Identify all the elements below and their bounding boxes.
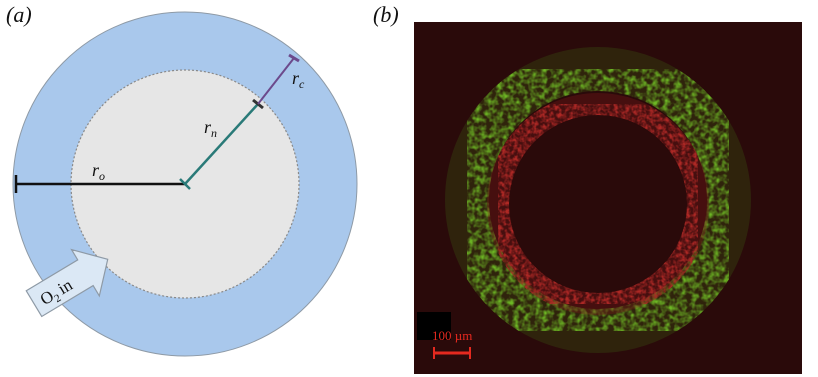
panel-b-label: (b): [373, 2, 399, 27]
oxygen-in-arrow: O2in: [25, 248, 109, 318]
r-n-center-tick: [179, 178, 191, 190]
inner-layer-shade: [487, 93, 709, 315]
outer-layer-shade: [445, 47, 751, 353]
panel-a-label: (a): [6, 2, 32, 27]
r-c-line: [257, 57, 295, 105]
central-lumen: [510, 116, 686, 292]
outer-proliferating-layer: [445, 47, 751, 353]
scale-bar-label: 100 µm: [432, 328, 472, 343]
r-o-label: ro: [92, 160, 105, 183]
inner-hypoxic-layer: [487, 93, 709, 315]
r-n-line: [184, 103, 259, 185]
fluorescence-micrograph: 100 µm: [414, 22, 802, 374]
r-n-label: rn: [204, 117, 217, 140]
scale-bar-backdrop: [417, 312, 451, 340]
r-c-label: rc: [292, 68, 305, 91]
r-c-edge-tick: [288, 53, 300, 63]
tumor-spheroid-diagram: ro rn rc O2in: [12, 11, 358, 357]
